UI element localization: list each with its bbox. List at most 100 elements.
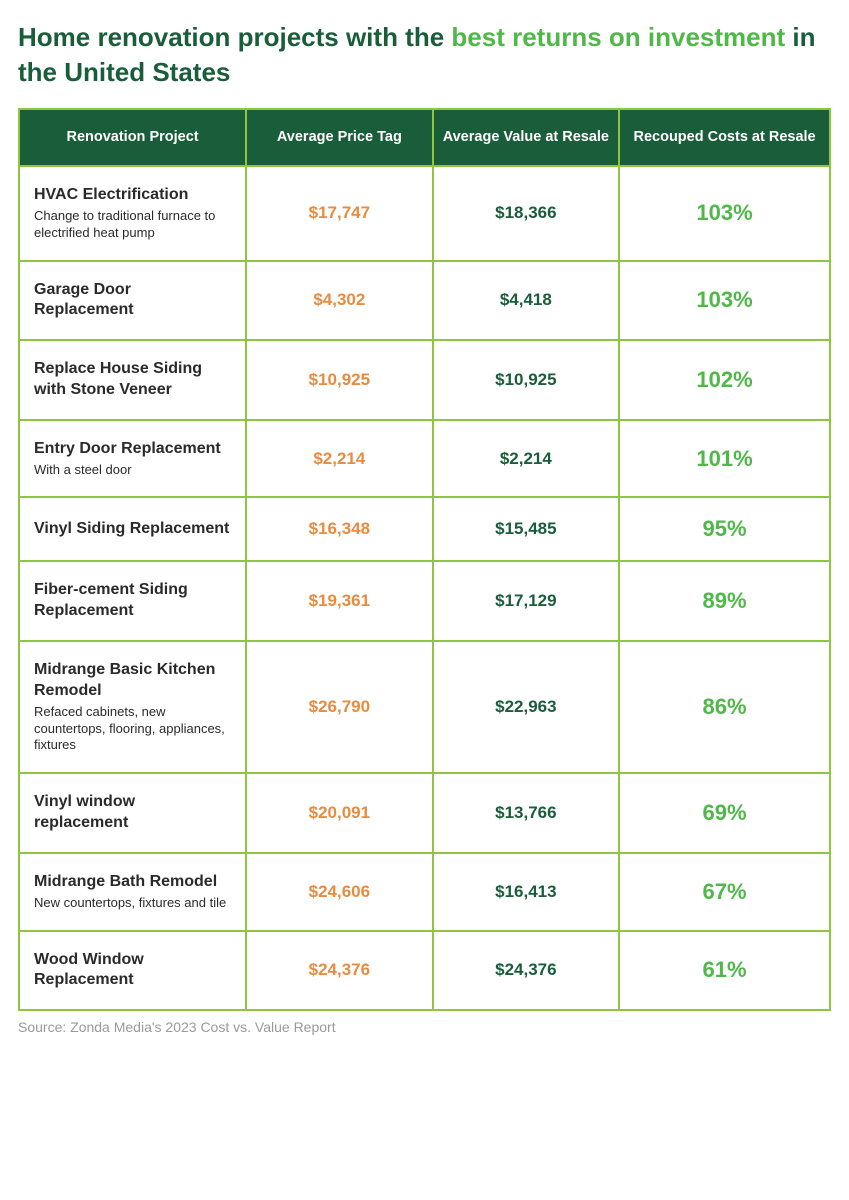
title-highlight: best returns on investment <box>451 22 785 52</box>
recouped-pct: 67% <box>703 879 747 904</box>
recouped-pct: 103% <box>696 287 752 312</box>
price-cell: $19,361 <box>246 561 433 641</box>
table-row: Vinyl window replacement $20,091 $13,766 69… <box>19 773 830 853</box>
project-subtext: With a steel door <box>34 462 231 479</box>
table-row: Garage Door Replacement $4,302 $4,418 103% <box>19 261 830 341</box>
resale-value: $15,485 <box>495 519 556 538</box>
recouped-pct: 101% <box>696 446 752 471</box>
price-value: $4,302 <box>313 290 365 309</box>
resale-value: $17,129 <box>495 591 556 610</box>
col-header-project: Renovation Project <box>19 109 246 166</box>
price-cell: $2,214 <box>246 420 433 498</box>
recouped-pct: 69% <box>703 800 747 825</box>
project-name: Vinyl Siding Replacement <box>34 519 231 540</box>
source-text: Source: Zonda Media's 2023 Cost vs. Valu… <box>18 1019 831 1035</box>
resale-value: $10,925 <box>495 370 556 389</box>
table-row: Replace House Siding with Stone Veneer $1… <box>19 340 830 420</box>
resale-value: $2,214 <box>500 449 552 468</box>
project-cell: Wood Window Replacement <box>19 931 246 1011</box>
price-value: $19,361 <box>309 591 370 610</box>
project-cell: Midrange Bath Remodel New countertops, fi… <box>19 853 246 931</box>
value-cell: $24,376 <box>433 931 620 1011</box>
pct-cell: 95% <box>619 497 830 561</box>
table-row: Wood Window Replacement $24,376 $24,376 61% <box>19 931 830 1011</box>
price-value: $2,214 <box>313 449 365 468</box>
pct-cell: 61% <box>619 931 830 1011</box>
resale-value: $4,418 <box>500 290 552 309</box>
value-cell: $4,418 <box>433 261 620 341</box>
col-header-recouped: Recouped Costs at Resale <box>619 109 830 166</box>
pct-cell: 103% <box>619 166 830 261</box>
price-cell: $4,302 <box>246 261 433 341</box>
value-cell: $10,925 <box>433 340 620 420</box>
project-cell: Fiber-cement Siding Replacement <box>19 561 246 641</box>
price-cell: $17,747 <box>246 166 433 261</box>
value-cell: $16,413 <box>433 853 620 931</box>
project-cell: Entry Door Replacement With a steel door <box>19 420 246 498</box>
project-subtext: Refaced cabinets, new countertops, floor… <box>34 704 231 755</box>
price-value: $17,747 <box>309 203 370 222</box>
resale-value: $22,963 <box>495 697 556 716</box>
value-cell: $15,485 <box>433 497 620 561</box>
table-row: Vinyl Siding Replacement $16,348 $15,485 95… <box>19 497 830 561</box>
price-cell: $24,376 <box>246 931 433 1011</box>
project-cell: Vinyl window replacement <box>19 773 246 853</box>
table-header-row: Renovation Project Average Price Tag Ave… <box>19 109 830 166</box>
price-cell: $26,790 <box>246 641 433 773</box>
page-title: Home renovation projects with the best r… <box>18 20 831 90</box>
title-prefix: Home renovation projects with the <box>18 22 451 52</box>
recouped-pct: 86% <box>703 694 747 719</box>
project-name: Vinyl window replacement <box>34 792 231 834</box>
resale-value: $24,376 <box>495 960 556 979</box>
roi-table: Renovation Project Average Price Tag Ave… <box>18 108 831 1011</box>
value-cell: $17,129 <box>433 561 620 641</box>
resale-value: $13,766 <box>495 803 556 822</box>
col-header-price: Average Price Tag <box>246 109 433 166</box>
price-cell: $16,348 <box>246 497 433 561</box>
pct-cell: 67% <box>619 853 830 931</box>
recouped-pct: 102% <box>696 367 752 392</box>
pct-cell: 86% <box>619 641 830 773</box>
project-cell: Garage Door Replacement <box>19 261 246 341</box>
recouped-pct: 61% <box>703 957 747 982</box>
project-name: Garage Door Replacement <box>34 280 231 322</box>
price-cell: $10,925 <box>246 340 433 420</box>
resale-value: $18,366 <box>495 203 556 222</box>
project-name: Fiber-cement Siding Replacement <box>34 580 231 622</box>
project-name: Replace House Siding with Stone Veneer <box>34 359 231 401</box>
value-cell: $13,766 <box>433 773 620 853</box>
project-name: Wood Window Replacement <box>34 950 231 992</box>
price-cell: $20,091 <box>246 773 433 853</box>
price-cell: $24,606 <box>246 853 433 931</box>
price-value: $20,091 <box>309 803 370 822</box>
table-row: Midrange Bath Remodel New countertops, fi… <box>19 853 830 931</box>
price-value: $10,925 <box>309 370 370 389</box>
pct-cell: 103% <box>619 261 830 341</box>
table-row: Fiber-cement Siding Replacement $19,361 $1… <box>19 561 830 641</box>
price-value: $26,790 <box>309 697 370 716</box>
value-cell: $2,214 <box>433 420 620 498</box>
project-subtext: New countertops, fixtures and tile <box>34 895 231 912</box>
project-cell: HVAC ElectrificationChange to traditiona… <box>19 166 246 261</box>
project-cell: Replace House Siding with Stone Veneer <box>19 340 246 420</box>
table-row: Entry Door Replacement With a steel door $… <box>19 420 830 498</box>
value-cell: $22,963 <box>433 641 620 773</box>
project-subtext: Change to traditional furnace to electri… <box>34 208 231 242</box>
price-value: $24,606 <box>309 882 370 901</box>
recouped-pct: 95% <box>703 516 747 541</box>
table-row: HVAC ElectrificationChange to traditiona… <box>19 166 830 261</box>
pct-cell: 101% <box>619 420 830 498</box>
price-value: $24,376 <box>309 960 370 979</box>
resale-value: $16,413 <box>495 882 556 901</box>
pct-cell: 89% <box>619 561 830 641</box>
project-name: Midrange Basic Kitchen Remodel <box>34 660 231 702</box>
table-row: Midrange Basic Kitchen RemodelRefaced ca… <box>19 641 830 773</box>
project-name: HVAC Electrification <box>34 185 231 206</box>
project-name: Entry Door Replacement <box>34 439 231 460</box>
project-cell: Vinyl Siding Replacement <box>19 497 246 561</box>
recouped-pct: 89% <box>703 588 747 613</box>
project-name: Midrange Bath Remodel <box>34 872 231 893</box>
pct-cell: 69% <box>619 773 830 853</box>
col-header-value: Average Value at Resale <box>433 109 620 166</box>
project-cell: Midrange Basic Kitchen RemodelRefaced ca… <box>19 641 246 773</box>
